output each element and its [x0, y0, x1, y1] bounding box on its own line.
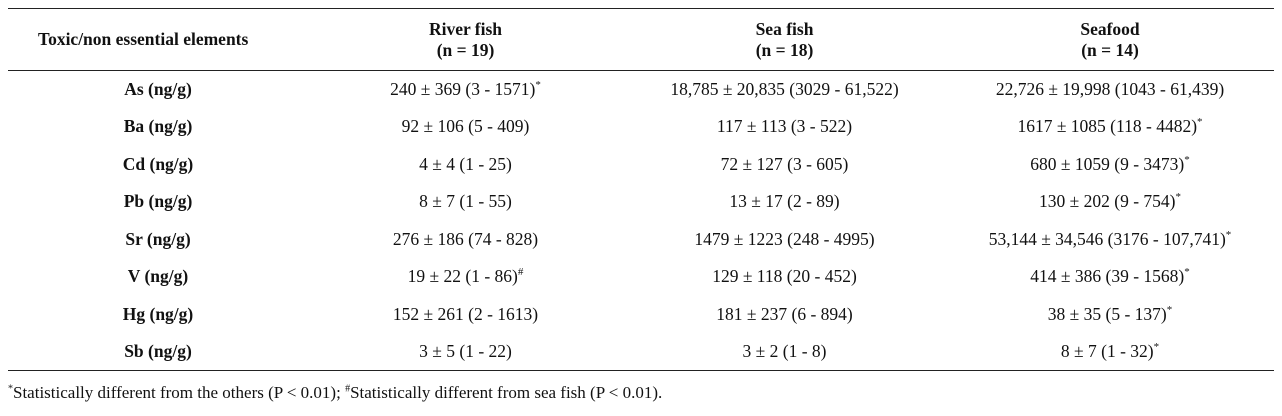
cell-value: 129 ± 118 (20 - 452): [712, 266, 857, 287]
footnote-mark: *: [8, 383, 13, 395]
table-cell: 8 ± 7 (1 - 32)*: [946, 333, 1274, 371]
table-body: As (ng/g) 240 ± 369 (3 - 1571)* 18,785 ± 2…: [8, 71, 1274, 371]
header-label: Seafood: [1080, 18, 1140, 39]
row-header-element: Pb (ng/g): [123, 191, 193, 212]
data-table: Toxic/non essential elements River fish …: [8, 8, 1274, 371]
row-header-element: Sb (ng/g): [8, 333, 308, 371]
header-label: Sea fish: [755, 18, 814, 39]
row-header-element: As (ng/g): [124, 79, 192, 99]
table-row: V (ng/g) 19 ± 22 (1 - 86)# 129 ± 118 (20 -…: [8, 258, 1274, 296]
cell-value: 181 ± 237 (6 - 894): [716, 303, 853, 324]
header-sample-size: (n = 14): [1081, 39, 1139, 60]
table-cell: 4 ± 4 (1 - 25): [308, 146, 623, 184]
cell-value: 13 ± 17 (2 - 89): [729, 191, 840, 212]
column-header-river-fish: River fish (n = 19): [308, 8, 623, 71]
table-cell: 414 ± 386 (39 - 1568)*: [946, 258, 1274, 296]
cell-value: 240 ± 369 (3 - 1571): [390, 79, 536, 99]
significance-mark: *: [1166, 303, 1173, 316]
footnote-mark: #: [345, 383, 351, 395]
table-cell: 3 ± 5 (1 - 22): [308, 333, 623, 371]
table-row: Cd (ng/g) 4 ± 4 (1 - 25) 72 ± 127 (3 - 605…: [8, 146, 1274, 184]
table-cell: 1479 ± 1223 (248 - 4995): [623, 221, 946, 259]
table-row: Hg (ng/g) 152 ± 261 (2 - 1613) 181 ± 237 (…: [8, 296, 1274, 334]
cell-value: 4 ± 4 (1 - 25): [419, 153, 512, 174]
table-cell: 276 ± 186 (74 - 828): [308, 221, 623, 259]
cell-value: 3 ± 2 (1 - 8): [742, 341, 827, 361]
row-header-element: V (ng/g): [127, 266, 189, 287]
table-cell: 130 ± 202 (9 - 754)*: [946, 183, 1274, 221]
cell-value: 53,144 ± 34,546 (3176 - 107,741): [988, 228, 1226, 249]
table-cell: 72 ± 127 (3 - 605): [623, 146, 946, 184]
cell-value: 92 ± 106 (5 - 409): [401, 116, 530, 137]
cell-value: 276 ± 186 (74 - 828): [392, 228, 539, 249]
cell-value: 1617 ± 1085 (118 - 4482): [1017, 116, 1198, 137]
table-footnote: *Statistically different from the others…: [8, 383, 662, 403]
table-cell: 18,785 ± 20,835 (3029 - 61,522): [623, 71, 946, 109]
cell-value: 3 ± 5 (1 - 22): [419, 341, 512, 361]
table-cell: 1617 ± 1085 (118 - 4482)*: [946, 108, 1274, 146]
table-row: Pb (ng/g) 8 ± 7 (1 - 55) 13 ± 17 (2 - 89) 1…: [8, 183, 1274, 221]
table-cell: 129 ± 118 (20 - 452): [623, 258, 946, 296]
significance-mark: *: [535, 79, 541, 92]
cell-value: 8 ± 7 (1 - 32): [1060, 341, 1154, 361]
header-label: Toxic/non essential elements: [38, 29, 249, 49]
cell-value: 72 ± 127 (3 - 605): [720, 153, 849, 174]
significance-mark: *: [1184, 266, 1190, 279]
cell-value: 1479 ± 1223 (248 - 4995): [694, 228, 875, 249]
cell-value: 414 ± 386 (39 - 1568): [1030, 266, 1185, 287]
table-cell: 152 ± 261 (2 - 1613): [308, 296, 623, 334]
table-cell: 22,726 ± 19,998 (1043 - 61,439): [946, 71, 1274, 109]
header-sample-size: (n = 19): [436, 39, 495, 60]
table-cell: 240 ± 369 (3 - 1571)*: [308, 71, 623, 109]
footnote-text: Statistically different from the others …: [13, 383, 346, 402]
significance-mark: *: [1184, 153, 1190, 166]
column-header-sea-fish: Sea fish (n = 18): [623, 8, 946, 71]
significance-mark: *: [1175, 191, 1181, 204]
cell-value: 117 ± 113 (3 - 522): [716, 116, 853, 137]
row-header-element: Cd (ng/g): [122, 153, 194, 174]
significance-mark: *: [1225, 228, 1232, 241]
header-sample-size: (n = 18): [755, 39, 814, 60]
header-label: River fish: [428, 18, 503, 39]
significance-mark: #: [517, 266, 524, 279]
cell-value: 19 ± 22 (1 - 86): [407, 266, 518, 287]
table-cell: 8 ± 7 (1 - 55): [308, 183, 623, 221]
table-cell: 680 ± 1059 (9 - 3473)*: [946, 146, 1274, 184]
footnote-text: Statistically different from sea fish (P…: [350, 383, 663, 402]
row-header-element: Sr (ng/g): [125, 228, 191, 249]
significance-mark: *: [1197, 116, 1203, 129]
cell-value: 130 ± 202 (9 - 754): [1039, 191, 1176, 212]
table-cell: 3 ± 2 (1 - 8): [623, 333, 946, 371]
table-row: Sb (ng/g) 3 ± 5 (1 - 22) 3 ± 2 (1 - 8) 8 ± …: [8, 333, 1274, 371]
table-header: Toxic/non essential elements River fish …: [8, 8, 1274, 71]
cell-value: 680 ± 1059 (9 - 3473): [1030, 153, 1185, 174]
header-row: Toxic/non essential elements River fish …: [8, 8, 1274, 71]
table-cell: 92 ± 106 (5 - 409): [308, 108, 623, 146]
cell-value: 8 ± 7 (1 - 55): [419, 191, 512, 212]
row-header-element: Hg (ng/g): [122, 303, 194, 324]
table-row: As (ng/g) 240 ± 369 (3 - 1571)* 18,785 ± 2…: [8, 71, 1274, 109]
table-cell: 181 ± 237 (6 - 894): [623, 296, 946, 334]
column-header-elements: Toxic/non essential elements: [8, 8, 308, 71]
table-cell: 13 ± 17 (2 - 89): [623, 183, 946, 221]
significance-mark: *: [1153, 341, 1160, 354]
table-cell: 53,144 ± 34,546 (3176 - 107,741)*: [946, 221, 1274, 259]
cell-value: 38 ± 35 (5 - 137): [1047, 303, 1167, 324]
table-cell: 38 ± 35 (5 - 137)*: [946, 296, 1274, 334]
table-cell: 117 ± 113 (3 - 522): [623, 108, 946, 146]
cell-value: 22,726 ± 19,998 (1043 - 61,439): [995, 79, 1225, 99]
table-cell: 19 ± 22 (1 - 86)#: [308, 258, 623, 296]
cell-value: 152 ± 261 (2 - 1613): [392, 303, 539, 324]
table-row: Ba (ng/g) 92 ± 106 (5 - 409) 117 ± 113 (3 …: [8, 108, 1274, 146]
cell-value: 18,785 ± 20,835 (3029 - 61,522): [670, 79, 899, 99]
table-row: Sr (ng/g) 276 ± 186 (74 - 828) 1479 ± 1223…: [8, 221, 1274, 259]
row-header-element: Ba (ng/g): [123, 116, 193, 137]
column-header-seafood: Seafood (n = 14): [946, 8, 1274, 71]
